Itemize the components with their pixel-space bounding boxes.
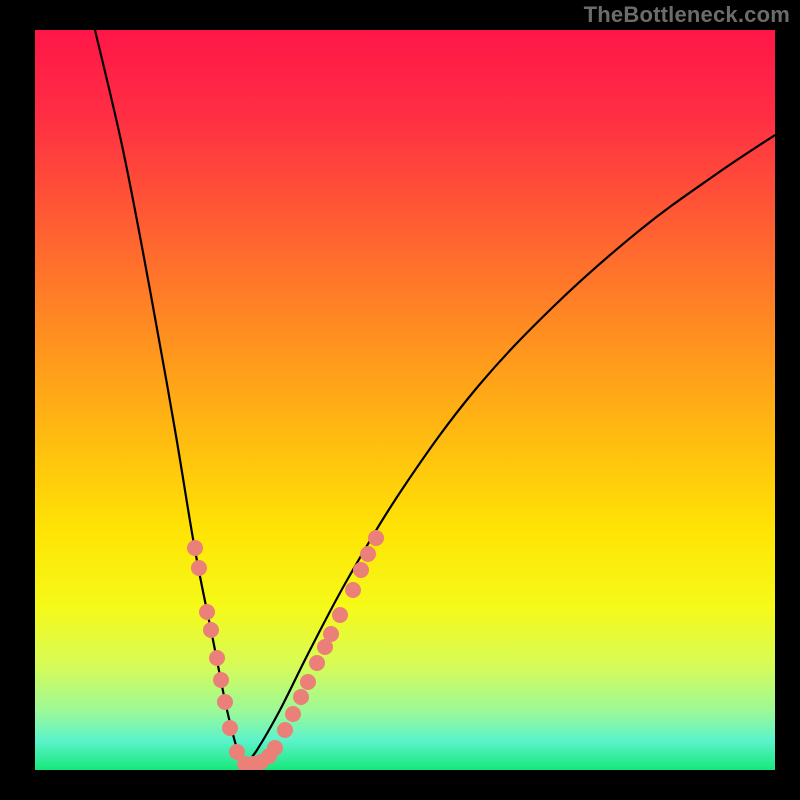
data-marker <box>345 582 361 598</box>
data-marker <box>213 672 229 688</box>
data-marker <box>222 720 238 736</box>
data-marker <box>203 622 219 638</box>
data-marker <box>309 655 325 671</box>
data-marker <box>267 740 283 756</box>
data-marker <box>199 604 215 620</box>
data-marker <box>187 540 203 556</box>
data-marker <box>323 626 339 642</box>
data-marker <box>368 530 384 546</box>
data-marker <box>353 562 369 578</box>
watermark-text: TheBottleneck.com <box>584 2 790 28</box>
data-marker <box>209 650 225 666</box>
data-marker <box>360 546 376 562</box>
data-marker <box>285 706 301 722</box>
data-marker <box>293 689 309 705</box>
marker-group <box>187 530 384 770</box>
data-marker <box>332 607 348 623</box>
data-marker <box>217 694 233 710</box>
data-marker <box>191 560 207 576</box>
curve-right-branch <box>245 135 775 765</box>
plot-area <box>35 30 775 770</box>
data-marker <box>300 674 316 690</box>
chart-overlay <box>35 30 775 770</box>
page-root: TheBottleneck.com <box>0 0 800 800</box>
data-marker <box>277 722 293 738</box>
